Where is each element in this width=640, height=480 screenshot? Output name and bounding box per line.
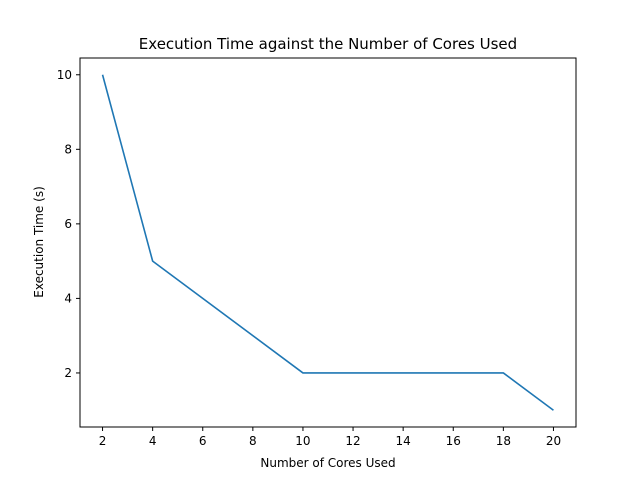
x-tick-label: 20 — [546, 434, 561, 448]
x-tick-label: 12 — [345, 434, 360, 448]
x-tick-label: 4 — [149, 434, 157, 448]
y-axis-ticks: 2 4 6 8 10 — [57, 68, 80, 380]
series-line — [101, 74, 554, 411]
y-axis-label: Execution Time (s) — [32, 186, 46, 298]
x-tick-label: 6 — [199, 434, 207, 448]
chart-title: Execution Time against the Number of Cor… — [139, 35, 517, 53]
y-tick-label: 6 — [64, 217, 72, 231]
series-layer — [101, 74, 554, 411]
plot-frame — [79, 57, 577, 428]
x-tick-label: 8 — [249, 434, 257, 448]
x-tick-label: 14 — [396, 434, 411, 448]
x-tick-label: 10 — [295, 434, 310, 448]
x-tick-label: 2 — [99, 434, 107, 448]
y-tick-label: 8 — [64, 142, 72, 156]
x-tick-label: 16 — [446, 434, 461, 448]
y-tick-label: 2 — [64, 366, 72, 380]
x-axis-label: Number of Cores Used — [260, 456, 395, 470]
x-axis-ticks: 2 4 6 8 10 12 14 16 18 20 — [99, 427, 561, 448]
x-tick-label: 18 — [496, 434, 511, 448]
y-tick-label: 4 — [64, 291, 72, 305]
y-tick-label: 10 — [57, 68, 72, 82]
